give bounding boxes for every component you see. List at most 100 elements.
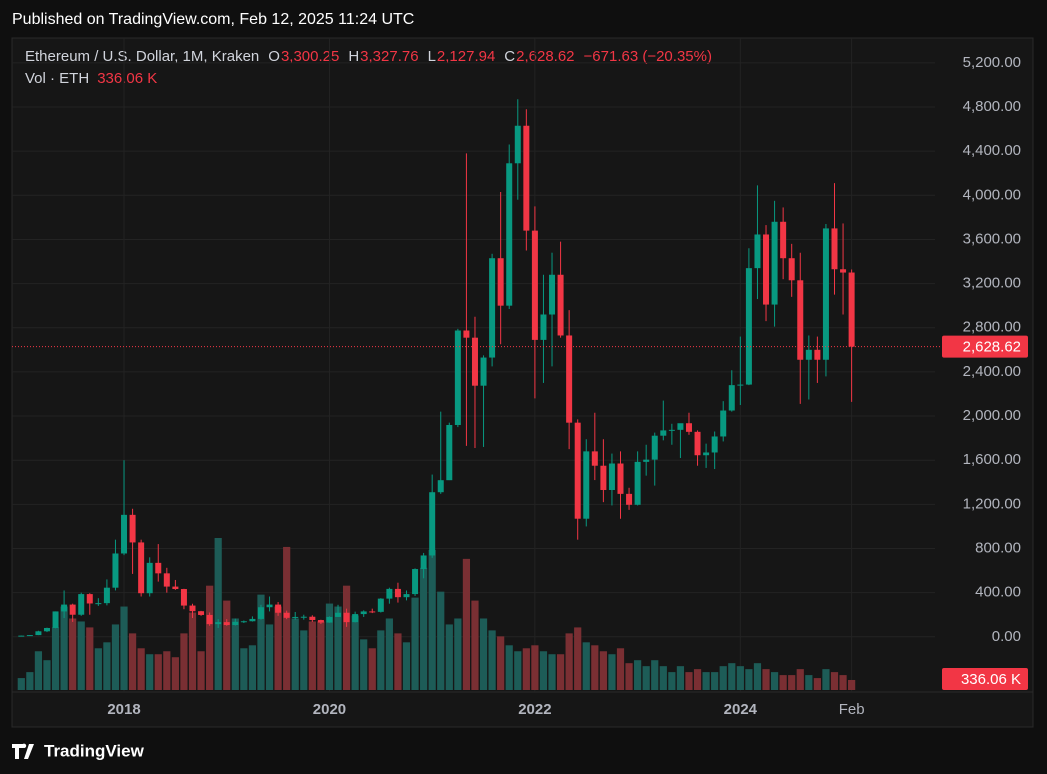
candle-body [763, 234, 770, 305]
candle-body [172, 586, 179, 590]
volume-bar [223, 600, 231, 690]
volume-bar [86, 627, 94, 690]
volume-bar [394, 633, 402, 690]
candle-body [429, 492, 436, 556]
legend-change: −671.63 (−20.35%) [584, 48, 712, 65]
volume-bar [43, 660, 51, 690]
candle-body [814, 349, 821, 360]
legend-volume: 336.06 K [97, 70, 157, 87]
legend-c-key: C [504, 48, 515, 65]
volume-bar [197, 651, 205, 690]
volume-bar [830, 672, 839, 690]
candle-body [103, 587, 110, 604]
candle-body [822, 228, 829, 360]
volume-bar [445, 624, 453, 690]
candle-body [566, 335, 573, 423]
legend-low: 2,127.94 [437, 48, 495, 65]
candle-body [437, 480, 444, 493]
candle-body [634, 461, 641, 505]
volume-bar [599, 651, 607, 690]
candle-body [583, 451, 590, 519]
volume-bar [342, 585, 351, 690]
volume-bar [26, 672, 34, 690]
volume-bar [77, 621, 85, 690]
volume-bar [368, 648, 376, 690]
volume-bar [625, 663, 633, 690]
candle-body [78, 594, 85, 615]
candle-body [189, 605, 196, 612]
legend-l-key: L [428, 48, 436, 65]
candle-body [728, 385, 735, 411]
candle-body [343, 612, 350, 623]
candle-body [703, 452, 710, 456]
y-tick-label: 4,000.00 [963, 186, 1021, 203]
volume-bar [308, 621, 316, 690]
volume-bar [128, 633, 137, 690]
candle-body [146, 562, 153, 594]
candle-body [206, 614, 213, 625]
candle-body [275, 604, 282, 613]
volume-bar [565, 633, 573, 690]
volume-name: Vol · ETH [25, 70, 89, 87]
volume-bar [848, 679, 856, 690]
candle-body [591, 451, 598, 466]
candle-body [69, 604, 76, 615]
y-tick-label: 1,200.00 [963, 495, 1021, 512]
x-tick-label: 2024 [724, 701, 758, 718]
y-tick-label: 2,400.00 [963, 363, 1021, 380]
volume-bar [471, 600, 479, 690]
price-tag-box [942, 335, 1028, 358]
volume-bar [462, 558, 471, 690]
candle-body [754, 234, 761, 269]
volume-bar [762, 669, 770, 690]
candle-body [668, 429, 675, 431]
volume-bar [839, 675, 847, 690]
candle-body [840, 269, 847, 273]
volume-bar [69, 618, 77, 690]
candle-body [249, 618, 256, 622]
candle-body [309, 616, 316, 621]
y-tick-label: 400.00 [975, 584, 1021, 601]
candle-body [720, 410, 727, 437]
candle-body [403, 594, 410, 598]
candle-body [35, 631, 42, 636]
candle-body [643, 459, 650, 462]
candle-body [292, 616, 299, 618]
y-tick-label: 0.00 [992, 628, 1021, 645]
candle-body [540, 314, 547, 340]
candle-body [155, 562, 162, 574]
candle-body [737, 384, 744, 386]
volume-bar [616, 648, 625, 690]
candle-body [394, 588, 401, 598]
volume-bar [497, 636, 505, 690]
candle-body [138, 542, 145, 594]
volume-tag-box [942, 668, 1028, 690]
volume-bar [788, 675, 796, 690]
volume-bar [248, 645, 257, 690]
candle-body [215, 622, 222, 625]
volume-bar [428, 549, 436, 690]
candle-body [335, 612, 342, 617]
y-tick-label: 2,800.00 [963, 319, 1021, 336]
candle-body [386, 588, 393, 599]
volume-bar [702, 672, 710, 690]
y-tick-label: 4,800.00 [963, 98, 1021, 115]
x-tick-label: 2020 [313, 701, 346, 718]
volume-bar [420, 567, 428, 690]
candle-body [694, 431, 701, 456]
candle-body [198, 611, 205, 615]
candle-body [745, 268, 752, 385]
logo-mark [12, 743, 34, 759]
y-tick-label: 3,200.00 [963, 275, 1021, 292]
volume-bar [539, 651, 548, 690]
candle-body [43, 627, 50, 632]
volume-bar [163, 651, 171, 690]
candle-body [18, 635, 25, 637]
volume-bar [377, 630, 385, 690]
candle-body [848, 272, 855, 347]
volume-bar [745, 669, 753, 690]
volume-bar [274, 606, 282, 690]
volume-bar [411, 597, 419, 690]
volume-bar [522, 648, 530, 690]
symbol: Ethereum / U.S. Dollar, 1M, Kraken [25, 48, 259, 65]
